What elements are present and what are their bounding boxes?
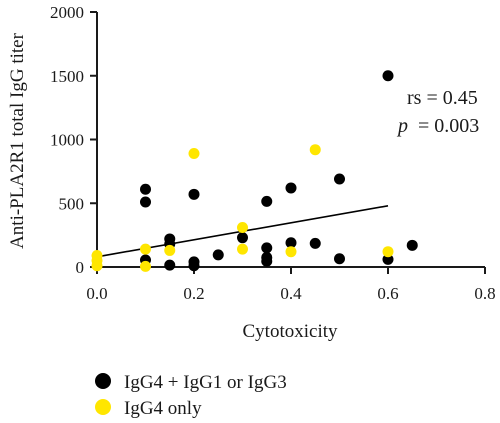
y-tick-label: 0	[76, 258, 85, 277]
data-point-igg4-igg1-igg3	[212, 249, 224, 261]
p-symbol: p	[396, 115, 408, 137]
data-point-igg4-only	[91, 260, 103, 272]
data-point-igg4-igg1-igg3	[334, 253, 345, 265]
ticks: 0.0 0.2 0.4 0.6 0.8 0 500 1000 1500 2000	[50, 3, 496, 303]
data-point-igg4-only	[164, 244, 176, 256]
data-point-igg4-igg1-igg3	[261, 195, 273, 207]
x-tick-label: 0.4	[280, 284, 302, 303]
data-point-igg4-igg1-igg3	[406, 239, 418, 251]
data-point-igg4-igg1-igg3	[382, 253, 394, 265]
y-axis-title: Anti-PLA2R1 total IgG titer	[7, 32, 28, 249]
data-point-igg4-igg1-igg3	[309, 237, 321, 249]
data-point-igg4-igg1-igg3	[140, 183, 151, 195]
data-point-igg4-igg1-igg3	[285, 182, 297, 194]
x-tick-label: 0.6	[377, 284, 398, 303]
data-point-igg4-igg1-igg3	[140, 196, 151, 208]
data-point-igg4-only	[188, 148, 200, 160]
data-point-igg4-only	[140, 243, 151, 255]
data-point-igg4-igg1-igg3	[261, 242, 273, 254]
data-point-igg4-igg1-igg3	[285, 237, 297, 249]
data-point-igg4-only	[285, 246, 297, 258]
legend-marker-igg4-only	[95, 399, 111, 415]
data-point-igg4-only	[309, 144, 321, 156]
legend: IgG4 + IgG1 or IgG3 IgG4 only	[95, 372, 287, 419]
data-point-igg4-only	[140, 260, 151, 272]
rs-annotation: rs = 0.45	[407, 87, 478, 109]
legend-label-igg4-only: IgG4 only	[124, 398, 202, 419]
data-point-igg4-igg1-igg3	[188, 188, 200, 200]
data-points	[91, 70, 418, 272]
y-tick-label: 500	[59, 194, 85, 213]
x-axis-title: Cytotoxicity	[243, 321, 339, 342]
legend-marker-igg4-igg1-igg3	[95, 373, 111, 389]
y-tick-label: 1000	[50, 131, 84, 150]
p-value: = 0.003	[418, 115, 479, 137]
axes	[96, 12, 485, 268]
data-point-igg4-igg1-igg3	[164, 259, 176, 271]
data-point-igg4-igg1-igg3	[188, 260, 200, 272]
x-tick-label: 0.2	[183, 284, 204, 303]
legend-label-igg4-igg1-igg3: IgG4 + IgG1 or IgG3	[124, 372, 287, 393]
data-point-igg4-igg1-igg3	[334, 173, 345, 185]
y-tick-label: 2000	[50, 3, 84, 22]
x-tick-label: 0.8	[474, 284, 495, 303]
y-tick-label: 1500	[50, 67, 84, 86]
data-point-igg4-igg1-igg3	[237, 232, 248, 244]
data-point-igg4-igg1-igg3	[261, 255, 273, 267]
x-tick-label: 0.0	[86, 284, 107, 303]
data-point-igg4-only	[237, 243, 248, 255]
data-point-igg4-only	[382, 246, 394, 258]
data-point-igg4-only	[237, 221, 248, 233]
data-point-igg4-igg1-igg3	[382, 70, 394, 82]
p-annotation: p = 0.003	[396, 115, 479, 137]
